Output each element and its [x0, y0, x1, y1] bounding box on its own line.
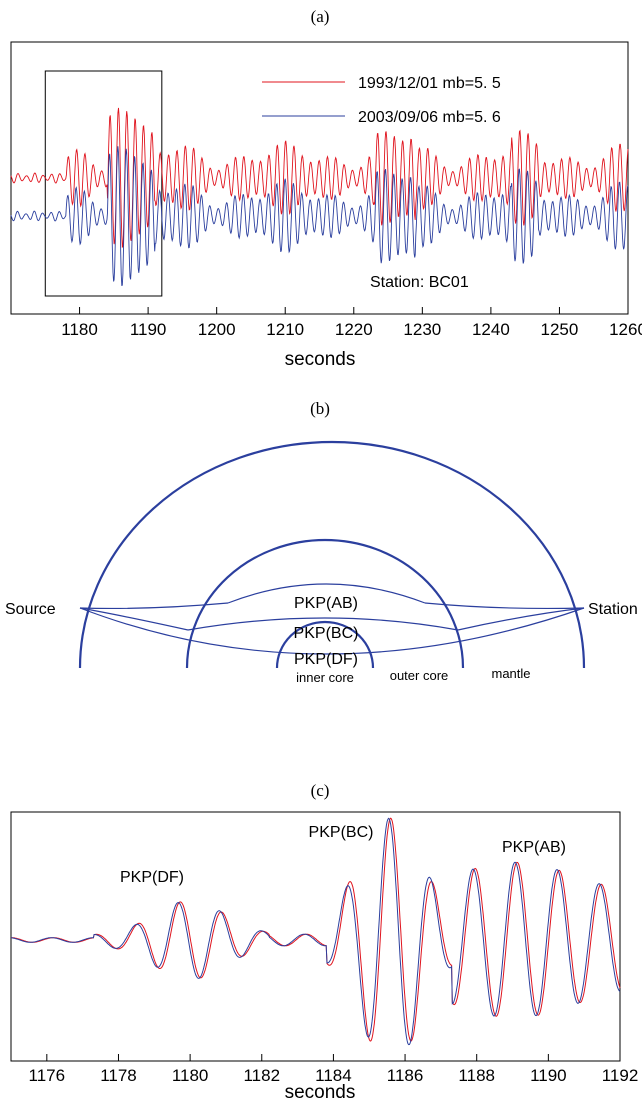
panel-a-xtick-label: 1180 [61, 320, 98, 339]
panel-c-xtick-label: 1186 [387, 1066, 424, 1085]
station-label-b: Station [588, 601, 638, 618]
trace-2003 [10, 146, 629, 286]
panel-a-frame [10, 41, 629, 315]
outer-core-boundary [185, 538, 465, 669]
panel-b-label: (b) [310, 399, 330, 418]
panel-a-label: (a) [311, 7, 330, 26]
legend-entry-2003: 2003/09/06 mb=5. 6 [358, 109, 501, 126]
ray-df [79, 607, 585, 655]
panel-c-chart: 1176 1178 1180 1182 1184 1186 1188 1190 1192 PKP… [10, 811, 639, 1085]
panel-a-xtick-label: 1200 [198, 320, 236, 339]
earth-diagram [78, 440, 586, 669]
ray-ab-mantle-left [79, 602, 229, 610]
phase-label-df: PKP(DF) [120, 869, 184, 886]
region-inner-core: inner core [296, 670, 354, 685]
panel-a-chart: 1180 1190 1200 1210 1220 1230 1240 1250 1260 199… [10, 41, 642, 339]
phase-label-bc: PKP(BC) [309, 824, 374, 841]
mantle-boundary [78, 440, 586, 669]
panel-a-xtick-label: 1250 [541, 320, 579, 339]
panel-a-xtick-label: 1210 [266, 320, 304, 339]
panel-a-xtick-label: 1240 [472, 320, 510, 339]
panel-c-xtick-label: 1190 [530, 1066, 567, 1085]
trace-1993-zoom [11, 817, 621, 1042]
ray-bc-mantle-left [79, 607, 189, 631]
ray-label-bc: PKP(BC) [294, 625, 359, 642]
panel-c-xtick-label: 1184 [315, 1066, 352, 1085]
source-label: Source [5, 601, 56, 618]
panel-c-xtick-label: 1192 [602, 1066, 639, 1085]
panel-a-xtick-label: 1260 [609, 320, 642, 339]
ray-bc-mantle-right [457, 607, 585, 631]
panel-a-xtick-label: 1220 [335, 320, 373, 339]
phase-label-ab: PKP(AB) [502, 839, 566, 856]
trace-1993 [10, 107, 629, 248]
panel-c-label: (c) [311, 781, 330, 800]
panel-c-xtick-label: 1188 [458, 1066, 495, 1085]
ray-ab-core [227, 583, 426, 604]
station-label: Station: BC01 [370, 274, 469, 291]
panel-c-xtick-label: 1180 [172, 1066, 209, 1085]
panel-a-xtick-label: 1230 [403, 320, 441, 339]
zoom-window-box [44, 70, 163, 297]
region-outer-core: outer core [390, 668, 449, 683]
inner-core-boundary [275, 620, 375, 669]
panel-a-xlabel: seconds [285, 349, 356, 370]
trace-2003-zoom [11, 817, 621, 1046]
panel-c-xlabel: seconds [285, 1082, 356, 1102]
panel-a-xtick-label: 1190 [130, 320, 167, 339]
ray-ab-mantle-right [424, 602, 585, 610]
ray-label-ab: PKP(AB) [294, 595, 358, 612]
ray-label-df: PKP(DF) [294, 651, 358, 668]
panel-c-frame [10, 811, 621, 1062]
ray-bc-core [187, 617, 459, 631]
panel-c-xtick-label: 1178 [100, 1066, 137, 1085]
region-mantle: mantle [491, 666, 530, 681]
panel-c-xtick-label: 1176 [29, 1066, 66, 1085]
panel-c-xtick-label: 1182 [243, 1066, 280, 1085]
legend-entry-1993: 1993/12/01 mb=5. 5 [358, 75, 501, 92]
